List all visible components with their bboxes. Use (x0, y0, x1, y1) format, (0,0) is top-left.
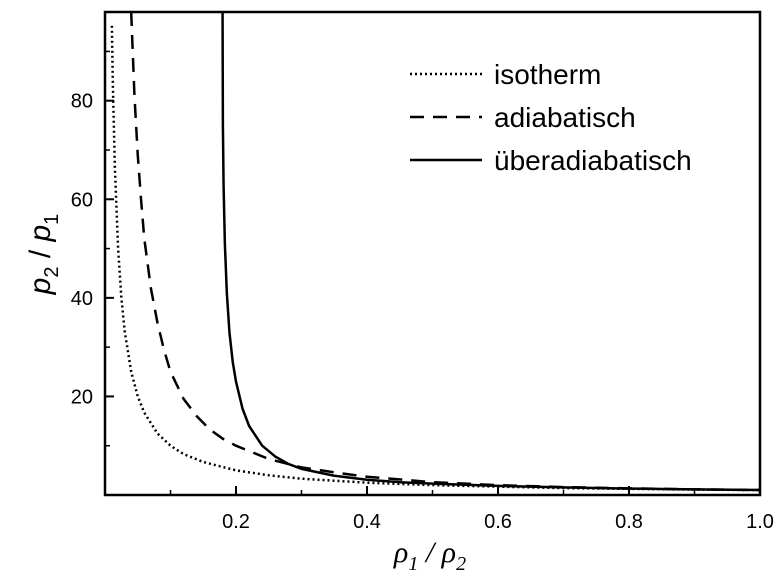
x-axis-title: ρ1 / ρ2 (393, 536, 466, 572)
x-axis-title-slash: / (418, 536, 441, 569)
x-tick-label: 1.0 (746, 511, 774, 533)
y-tick-label: 60 (71, 189, 93, 211)
y-axis-title: p2 / p1 (24, 214, 63, 296)
legend-label: überadiabatisch (494, 145, 692, 176)
y-tick-label: 20 (71, 386, 93, 408)
x-axis-title-sub1: 1 (408, 553, 418, 572)
series-line-dotted (110, 25, 759, 492)
x-axis-title-rho1: ρ (393, 536, 408, 569)
x-axis-title-rho2: ρ (441, 536, 456, 569)
y-axis-title-p2: p (24, 278, 57, 296)
y-axis-title-p1: p (24, 225, 57, 243)
y-axis-title-slash: / (24, 241, 57, 266)
legend-label: adiabatisch (494, 102, 636, 133)
x-tick-label: 0.8 (615, 511, 643, 533)
x-tick-label: 0.4 (353, 511, 381, 533)
x-axis-title-sub2: 2 (456, 553, 466, 572)
series-line-solid (221, 13, 759, 492)
x-tick-label: 0.2 (222, 511, 250, 533)
y-tick-label: 40 (71, 288, 93, 310)
y-axis-ticks: 20 40 60 80 (71, 50, 114, 447)
series-line-dashed (129, 13, 759, 492)
y-tick-label: 80 (71, 91, 93, 113)
y-axis-title-sub2: 2 (41, 267, 63, 278)
legend: isotherm adiabatisch überadiabatisch (410, 59, 692, 176)
legend-label: isotherm (494, 59, 601, 90)
x-tick-label: 0.6 (484, 511, 512, 533)
curves (110, 13, 759, 492)
x-axis-ticks: 0.2 0.4 0.6 0.8 1.0 (169, 486, 774, 533)
y-axis-title-sub1: 1 (41, 214, 63, 225)
